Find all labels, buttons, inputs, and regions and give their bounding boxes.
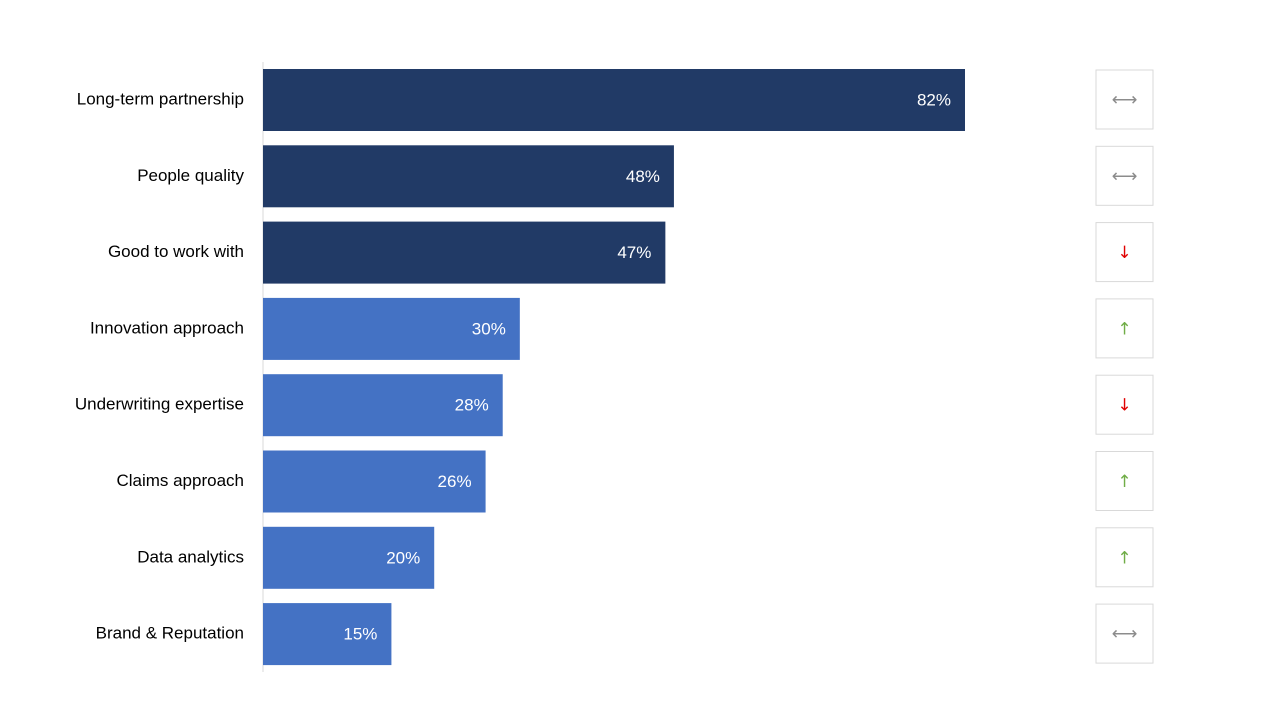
- down-arrow-icon: ↓: [1117, 396, 1131, 416]
- bar: [263, 145, 674, 208]
- category-label: Underwriting expertise: [75, 395, 244, 414]
- trend-box: [1095, 374, 1154, 435]
- left-right-arrow-icon: ⟷: [1112, 624, 1138, 645]
- bar: [263, 526, 435, 589]
- category-label: Good to work with: [108, 242, 244, 261]
- category-label: Data analytics: [137, 547, 244, 566]
- trend-indicators-group: ⟷ ⟷ ↓ ↑ ↓ ↑ ↑ ⟷: [1095, 69, 1154, 664]
- left-right-arrow-icon: ⟷: [1112, 90, 1138, 111]
- data-label: 20%: [386, 548, 420, 567]
- category-labels-group: Long-term partnership People quality Good …: [75, 89, 245, 642]
- down-arrow-icon: ↓: [1117, 243, 1131, 263]
- left-right-arrow-icon: ⟷: [1112, 166, 1138, 187]
- bar: [263, 69, 965, 131]
- trend-box: [1095, 145, 1154, 206]
- trend-box: [1095, 451, 1154, 511]
- trend-box: [1095, 298, 1154, 359]
- trend-box: [1095, 603, 1154, 664]
- bar: [263, 297, 520, 360]
- data-label: 28%: [455, 396, 489, 415]
- data-label: 30%: [472, 319, 506, 338]
- bars-group: [263, 69, 965, 666]
- up-arrow-icon: ↑: [1117, 548, 1131, 568]
- data-label: 47%: [617, 243, 651, 262]
- up-arrow-icon: ↑: [1117, 472, 1131, 492]
- bar: [263, 603, 392, 666]
- category-label: Claims approach: [116, 471, 244, 490]
- data-label: 48%: [626, 167, 660, 186]
- data-label: 82%: [917, 90, 951, 109]
- trend-box: [1095, 222, 1154, 283]
- data-label: 15%: [343, 625, 377, 644]
- bar: [263, 450, 486, 513]
- value-labels-group: 82% 48% 47% 30% 28% 26% 20% 15%: [343, 90, 951, 643]
- up-arrow-icon: ↑: [1117, 319, 1131, 339]
- trend-box: [1095, 527, 1154, 588]
- data-label: 26%: [438, 472, 472, 491]
- bar: [263, 221, 666, 284]
- category-label: Innovation approach: [90, 318, 244, 337]
- bar: [263, 374, 503, 437]
- category-label: Brand & Reputation: [96, 624, 244, 643]
- category-label: People quality: [137, 166, 244, 185]
- trend-box: [1095, 69, 1154, 130]
- category-label: Long-term partnership: [77, 89, 244, 108]
